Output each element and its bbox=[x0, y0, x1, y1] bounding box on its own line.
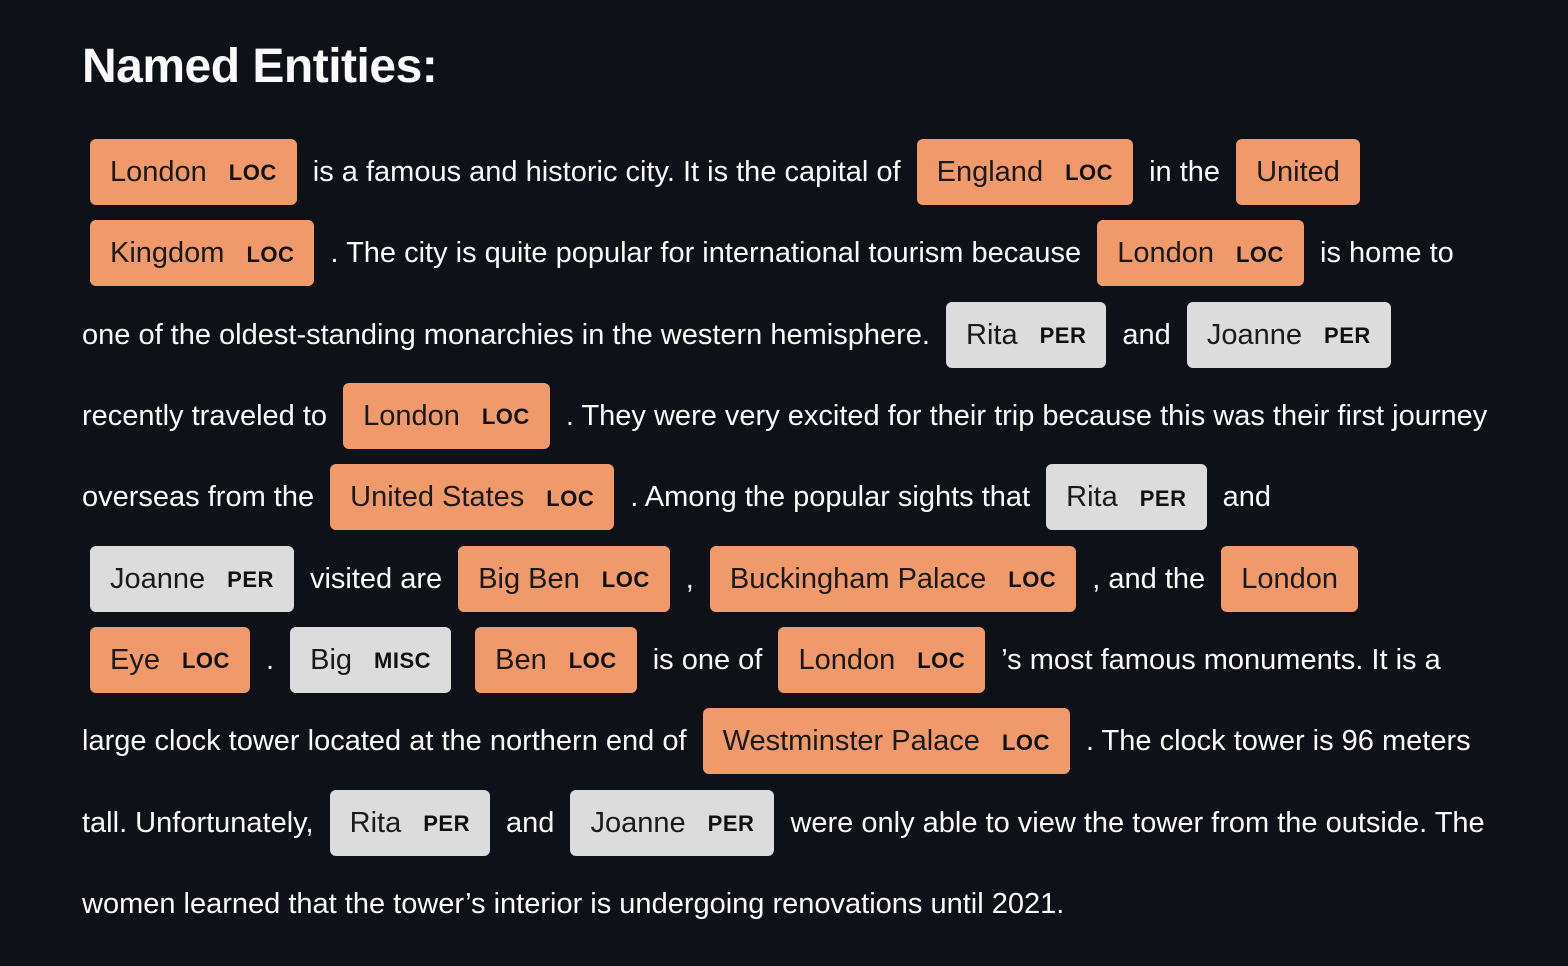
entity-per: Joanne PER bbox=[570, 789, 775, 856]
plain-text: is home to one of the oldest-standing mo… bbox=[82, 237, 1454, 351]
entity-label: LOC bbox=[1008, 567, 1057, 593]
entity-text: London bbox=[1117, 237, 1214, 270]
plain-text: and bbox=[1122, 318, 1171, 351]
plain-text: . The city is quite popular for internat… bbox=[330, 237, 1082, 270]
entity-label: LOC bbox=[181, 648, 230, 674]
page-title: Named Entities: bbox=[82, 40, 438, 93]
entity-label: LOC bbox=[1001, 729, 1050, 755]
entity-text: Big Ben bbox=[478, 562, 580, 595]
plain-text: and bbox=[506, 806, 555, 839]
plain-text: . Among the popular sights that bbox=[630, 481, 1031, 514]
entity-text: Westminster Palace bbox=[722, 725, 980, 758]
entity-label: LOC bbox=[568, 648, 617, 674]
entity-text-container: London LOC is a famous and historic city.… bbox=[82, 132, 1492, 944]
plain-text: ’s most famous monuments. It is a large … bbox=[82, 644, 1441, 758]
plain-text: recently traveled to bbox=[82, 400, 328, 433]
entity-text: London Eye bbox=[110, 562, 1338, 677]
entity-per: Joanne PER bbox=[90, 545, 294, 612]
entity-label: LOC bbox=[246, 241, 295, 267]
entity-label: LOC bbox=[1065, 160, 1114, 186]
plain-text: . They were very excited for their trip … bbox=[82, 400, 1488, 514]
entity-text: England bbox=[936, 156, 1044, 188]
entity-text: Buckingham Palace bbox=[729, 562, 987, 595]
entity-label: PER bbox=[227, 567, 274, 593]
entity-label: LOC bbox=[917, 648, 966, 674]
entity-text: United States bbox=[350, 481, 525, 514]
entity-label: LOC bbox=[1235, 241, 1284, 267]
entity-loc: United States LOC bbox=[330, 464, 615, 531]
plain-text: were only able to view the tower from th… bbox=[82, 806, 1485, 921]
entity-loc: Ben LOC bbox=[475, 627, 637, 694]
entity-per: Joanne PER bbox=[1186, 301, 1391, 368]
entity-label: MISC bbox=[374, 648, 432, 674]
entity-loc: Buckingham Palace LOC bbox=[709, 545, 1077, 612]
entity-text: Rita bbox=[1066, 481, 1118, 514]
plain-text: and bbox=[1222, 481, 1271, 514]
entity-text: London bbox=[363, 400, 460, 433]
entity-loc: London LOC bbox=[778, 627, 986, 694]
plain-text: . The clock tower is 96 meters tall. Unf… bbox=[82, 725, 1471, 839]
entity-text: United Kingdom bbox=[110, 156, 1340, 270]
entity-text: London bbox=[110, 156, 207, 188]
entity-loc: London LOC bbox=[1097, 220, 1304, 287]
entity-label: PER bbox=[1324, 323, 1371, 349]
entity-text: Joanne bbox=[1206, 318, 1303, 351]
entity-text: Rita bbox=[349, 806, 402, 839]
entity-text: Joanne bbox=[110, 562, 206, 595]
entity-text: London bbox=[798, 644, 896, 677]
entity-label: PER bbox=[707, 811, 755, 837]
entity-text: Ben bbox=[495, 644, 547, 677]
entity-text: Rita bbox=[966, 318, 1018, 351]
entity-label: LOC bbox=[601, 567, 650, 593]
entity-loc: London LOC bbox=[343, 383, 550, 450]
entity-label: LOC bbox=[546, 485, 595, 511]
entity-label: LOC bbox=[481, 404, 530, 430]
entity-label: PER bbox=[1139, 485, 1187, 511]
entity-text: Big bbox=[310, 644, 353, 677]
entity-label: PER bbox=[423, 811, 470, 837]
entity-text: Joanne bbox=[590, 806, 686, 839]
entity-misc: Big MISC bbox=[290, 627, 452, 694]
plain-text: is a famous and historic city. It is the… bbox=[312, 156, 901, 188]
plain-text: is one of bbox=[652, 644, 763, 677]
plain-text: , and the bbox=[1092, 562, 1206, 595]
entity-label: PER bbox=[1039, 323, 1087, 349]
entity-per: Rita PER bbox=[1046, 464, 1207, 531]
entity-loc: Big Ben LOC bbox=[458, 545, 670, 612]
entity-per: Rita PER bbox=[329, 789, 490, 856]
plain-text: visited are bbox=[309, 562, 443, 595]
plain-text: , bbox=[685, 562, 694, 595]
entity-loc: London LOC bbox=[90, 139, 297, 205]
entity-loc: England LOC bbox=[916, 139, 1134, 205]
entity-per: Rita PER bbox=[946, 301, 1107, 368]
plain-text: . bbox=[266, 644, 275, 677]
entity-label: LOC bbox=[228, 160, 277, 186]
plain-text: in the bbox=[1149, 156, 1221, 188]
entity-loc: Westminster Palace LOC bbox=[702, 708, 1070, 775]
